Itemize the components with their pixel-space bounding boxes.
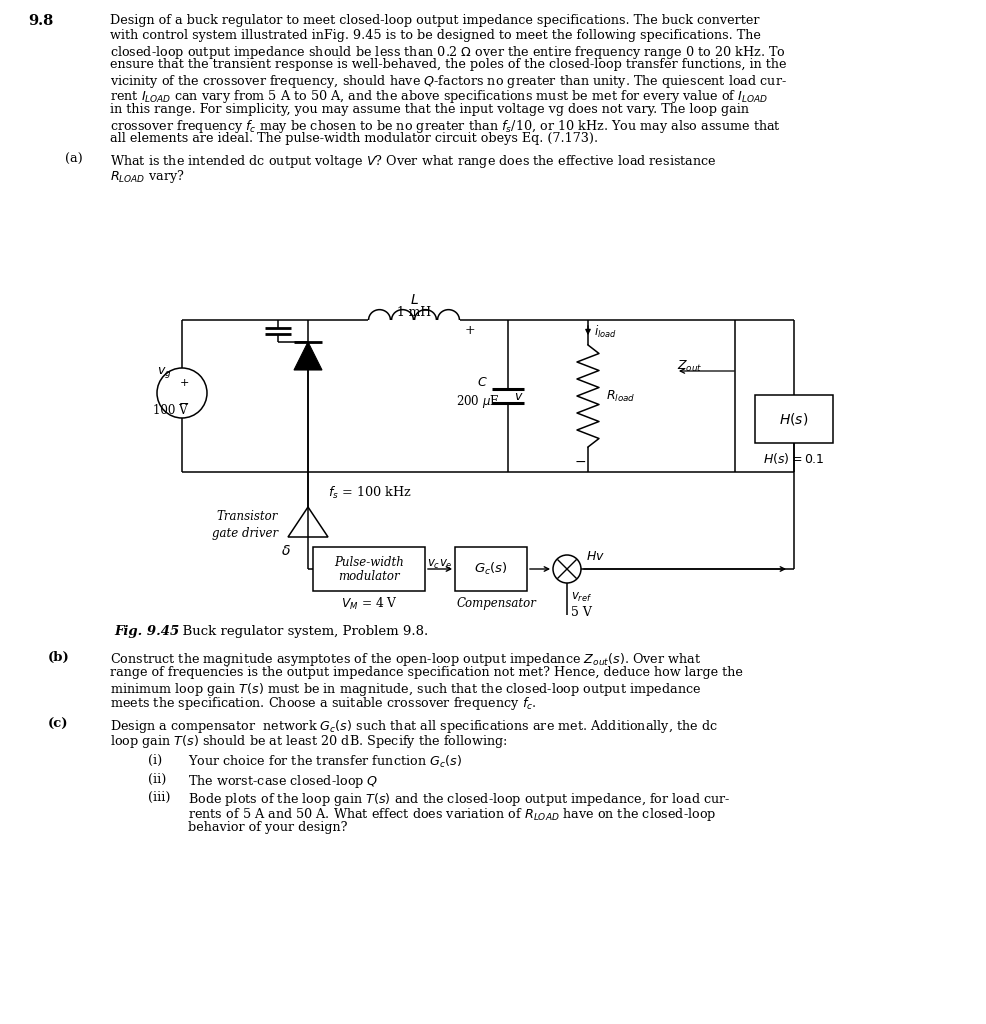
Text: Fig. 9.45: Fig. 9.45 (114, 625, 179, 638)
Text: range of frequencies is the output impedance specification not met? Hence, deduc: range of frequencies is the output imped… (110, 666, 742, 679)
Text: Buck regulator system, Problem 9.8.: Buck regulator system, Problem 9.8. (174, 625, 428, 638)
Text: Transistor
gate driver: Transistor gate driver (212, 510, 278, 540)
Text: 200 $\mu$F: 200 $\mu$F (457, 392, 500, 410)
Text: Design of a buck regulator to meet closed-loop output impedance specifications. : Design of a buck regulator to meet close… (110, 14, 759, 27)
Text: $H(s)$: $H(s)$ (779, 411, 809, 427)
Text: $L$: $L$ (409, 293, 418, 307)
Polygon shape (294, 342, 322, 370)
Text: rent $I_{LOAD}$ can vary from 5 A to 50 A, and the above specifications must be : rent $I_{LOAD}$ can vary from 5 A to 50 … (110, 88, 768, 105)
Text: $i_{load}$: $i_{load}$ (594, 324, 617, 340)
Text: $C$: $C$ (476, 376, 487, 388)
Bar (755, 395, 833, 443)
Text: meets the specification. Choose a suitable crossover frequency $f_c$.: meets the specification. Choose a suitab… (110, 695, 536, 713)
Text: with control system illustrated inFig. 9.45 is to be designed to meet the follow: with control system illustrated inFig. 9… (110, 29, 761, 42)
Text: What is the intended dc output voltage $V$? Over what range does the effective l: What is the intended dc output voltage $… (110, 154, 717, 170)
Text: ensure that the transient response is well-behaved, the poles of the closed-loop: ensure that the transient response is we… (110, 58, 787, 72)
Text: (iii): (iii) (148, 792, 171, 805)
Text: 100 V: 100 V (153, 404, 187, 418)
Text: $\delta$: $\delta$ (281, 544, 291, 558)
Text: modulator: modulator (338, 569, 399, 583)
Text: $G_c(s)$: $G_c(s)$ (474, 561, 508, 578)
Text: $v_g$: $v_g$ (157, 366, 172, 381)
Text: $f_s$ = 100 kHz: $f_s$ = 100 kHz (328, 485, 412, 501)
Bar (455, 547, 527, 591)
Bar (313, 547, 425, 591)
Text: +: + (464, 324, 475, 337)
Text: rents of 5 A and 50 A. What effect does variation of $R_{LOAD}$ have on the clos: rents of 5 A and 50 A. What effect does … (188, 806, 717, 823)
Text: The worst-case closed-loop $Q$: The worst-case closed-loop $Q$ (188, 772, 379, 790)
Text: $Hv$: $Hv$ (586, 550, 605, 562)
Text: $v_{ref}$: $v_{ref}$ (571, 591, 593, 603)
Text: Pulse-width: Pulse-width (334, 555, 404, 568)
Text: $v_e$: $v_e$ (440, 557, 453, 570)
Text: $v$: $v$ (514, 389, 524, 402)
Text: Your choice for the transfer function $G_c(s)$: Your choice for the transfer function $G… (188, 754, 461, 770)
Text: $H(s) = 0.1$: $H(s) = 0.1$ (763, 452, 825, 467)
Text: Bode plots of the loop gain $T(s)$ and the closed-loop output impedance, for loa: Bode plots of the loop gain $T(s)$ and t… (188, 792, 731, 808)
Text: (b): (b) (48, 651, 70, 664)
Text: 9.8: 9.8 (28, 14, 53, 28)
Text: +: + (179, 378, 188, 388)
Text: crossover frequency $f_c$ may be chosen to be no greater than $f_s$/10, or 10 kH: crossover frequency $f_c$ may be chosen … (110, 118, 781, 134)
Text: (a): (a) (65, 154, 83, 166)
Text: $V_M$ = 4 V: $V_M$ = 4 V (340, 596, 397, 612)
Text: $R_{load}$: $R_{load}$ (606, 388, 635, 403)
Text: −: − (178, 397, 189, 411)
Text: (ii): (ii) (148, 772, 167, 785)
Text: (c): (c) (48, 718, 68, 731)
Text: Construct the magnitude asymptotes of the open-loop output impedance $Z_{out}(s): Construct the magnitude asymptotes of th… (110, 651, 701, 668)
Text: loop gain $T(s)$ should be at least 20 dB. Specify the following:: loop gain $T(s)$ should be at least 20 d… (110, 733, 508, 750)
Text: vicinity of the crossover frequency, should have $Q$-factors no greater than uni: vicinity of the crossover frequency, sho… (110, 73, 787, 90)
Text: closed-loop output impedance should be less than 0.2 $\Omega$ over the entire fr: closed-loop output impedance should be l… (110, 44, 786, 60)
Text: Compensator: Compensator (457, 597, 536, 610)
Text: 5 V: 5 V (571, 605, 592, 618)
Text: Design a compensator  network $G_c(s)$ such that all specifications are met. Add: Design a compensator network $G_c(s)$ su… (110, 718, 718, 735)
Text: $R_{LOAD}$ vary?: $R_{LOAD}$ vary? (110, 168, 184, 185)
Text: behavior of your design?: behavior of your design? (188, 821, 347, 834)
Text: (i): (i) (148, 754, 163, 767)
Text: $Z_{out}$: $Z_{out}$ (677, 358, 702, 374)
Text: 1 mH: 1 mH (397, 305, 431, 318)
Text: $v_c$: $v_c$ (427, 557, 441, 570)
Text: −: − (574, 455, 586, 469)
Text: minimum loop gain $T(s)$ must be in magnitude, such that the closed-loop output : minimum loop gain $T(s)$ must be in magn… (110, 681, 701, 697)
Text: all elements are ideal. The pulse-width modulator circuit obeys Eq. (7.173).: all elements are ideal. The pulse-width … (110, 132, 599, 145)
Text: in this range. For simplicity, you may assume that the input voltage vg does not: in this range. For simplicity, you may a… (110, 102, 749, 116)
